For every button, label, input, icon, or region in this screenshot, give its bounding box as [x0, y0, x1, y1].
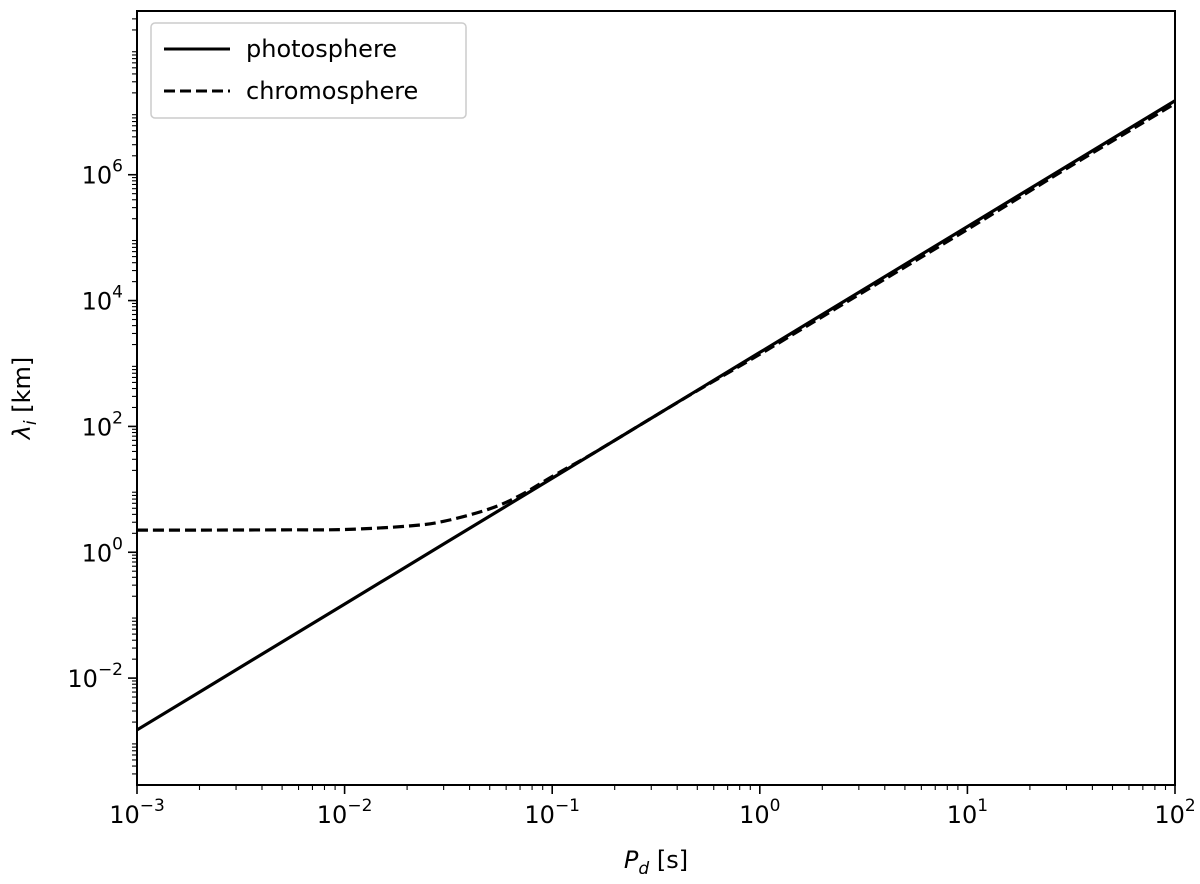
y-tick-label: 100	[82, 534, 123, 567]
legend-label-photosphere: photosphere	[246, 35, 397, 63]
x-tick-label: 101	[947, 796, 988, 829]
y-axis-label: λi [km]	[8, 357, 41, 442]
y-tick-label: 10−2	[67, 660, 123, 693]
y-tick-label: 106	[82, 157, 123, 190]
x-tick-label: 10−1	[524, 796, 580, 829]
series-line-photosphere	[136, 99, 1176, 732]
legend: photosphere chromosphere	[150, 22, 467, 119]
plot-frame	[136, 10, 1176, 786]
x-tick-label: 10−3	[109, 796, 165, 829]
legend-box	[150, 22, 467, 119]
ticks-layer: 10−3 10−2 10−1 100 101 102 10−2 100 102 104 106	[67, 18, 1196, 829]
x-tick-label: 102	[1154, 796, 1195, 829]
y-tick-label: 104	[82, 283, 123, 316]
legend-label-chromosphere: chromosphere	[246, 77, 418, 105]
x-tick-label: 10−2	[317, 796, 373, 829]
series-layer	[136, 99, 1176, 732]
series-line-chromosphere	[136, 102, 1176, 532]
x-tick-label: 100	[739, 796, 780, 829]
x-axis-label: Pd [s]	[624, 846, 688, 879]
y-tick-label: 102	[82, 408, 123, 441]
